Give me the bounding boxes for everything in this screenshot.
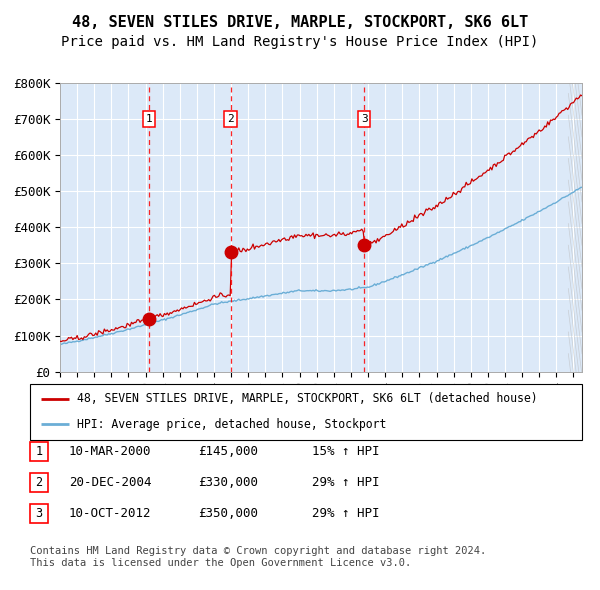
FancyBboxPatch shape bbox=[30, 473, 48, 492]
Text: 1: 1 bbox=[35, 445, 43, 458]
Text: 29% ↑ HPI: 29% ↑ HPI bbox=[312, 507, 380, 520]
Text: Price paid vs. HM Land Registry's House Price Index (HPI): Price paid vs. HM Land Registry's House … bbox=[61, 35, 539, 50]
Text: 10-MAR-2000: 10-MAR-2000 bbox=[69, 445, 151, 458]
Text: 3: 3 bbox=[35, 507, 43, 520]
Text: 1: 1 bbox=[145, 114, 152, 124]
Text: £350,000: £350,000 bbox=[198, 507, 258, 520]
Text: 29% ↑ HPI: 29% ↑ HPI bbox=[312, 476, 380, 489]
Text: HPI: Average price, detached house, Stockport: HPI: Average price, detached house, Stoc… bbox=[77, 418, 386, 431]
Text: Contains HM Land Registry data © Crown copyright and database right 2024.
This d: Contains HM Land Registry data © Crown c… bbox=[30, 546, 486, 568]
Text: 15% ↑ HPI: 15% ↑ HPI bbox=[312, 445, 380, 458]
Text: 48, SEVEN STILES DRIVE, MARPLE, STOCKPORT, SK6 6LT (detached house): 48, SEVEN STILES DRIVE, MARPLE, STOCKPOR… bbox=[77, 392, 538, 405]
FancyBboxPatch shape bbox=[30, 442, 48, 461]
Text: 48, SEVEN STILES DRIVE, MARPLE, STOCKPORT, SK6 6LT: 48, SEVEN STILES DRIVE, MARPLE, STOCKPOR… bbox=[72, 15, 528, 30]
Text: 2: 2 bbox=[35, 476, 43, 489]
Text: £330,000: £330,000 bbox=[198, 476, 258, 489]
Text: 2: 2 bbox=[227, 114, 234, 124]
FancyBboxPatch shape bbox=[30, 504, 48, 523]
FancyBboxPatch shape bbox=[30, 384, 582, 440]
Text: 3: 3 bbox=[361, 114, 368, 124]
Text: 10-OCT-2012: 10-OCT-2012 bbox=[69, 507, 151, 520]
Text: 20-DEC-2004: 20-DEC-2004 bbox=[69, 476, 151, 489]
Text: £145,000: £145,000 bbox=[198, 445, 258, 458]
